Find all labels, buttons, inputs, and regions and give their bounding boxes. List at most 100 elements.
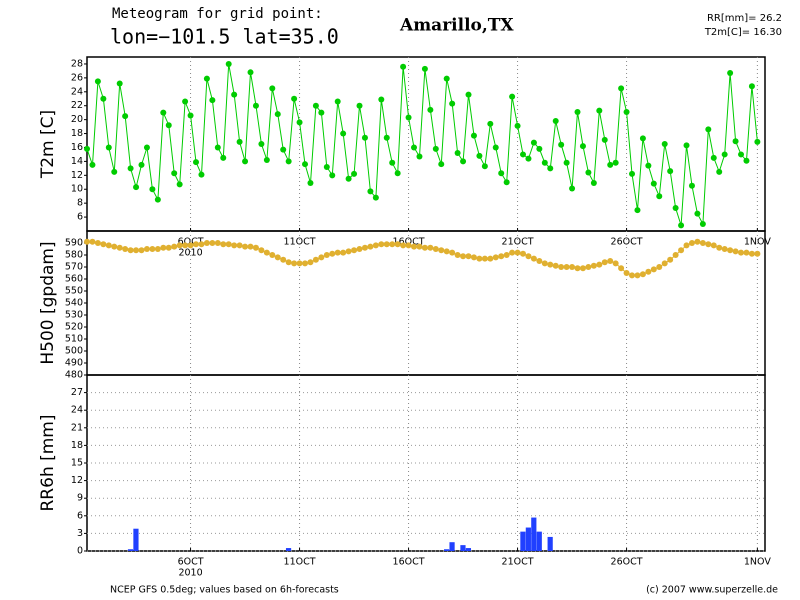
data-point xyxy=(465,91,472,98)
y-axis-label: H500 [gpdam] xyxy=(38,241,58,364)
bar xyxy=(531,517,537,551)
data-point xyxy=(258,141,265,147)
data-point xyxy=(683,242,690,249)
data-point xyxy=(220,241,227,248)
data-point xyxy=(182,242,189,249)
bar xyxy=(520,531,526,551)
data-point xyxy=(171,243,178,250)
y-tick-label: 15 xyxy=(71,458,83,469)
data-point xyxy=(470,132,477,139)
data-point xyxy=(111,168,118,175)
data-point xyxy=(356,102,363,109)
data-point xyxy=(176,181,183,188)
data-point xyxy=(416,153,423,160)
data-point xyxy=(661,141,668,147)
data-point xyxy=(732,248,739,255)
bar xyxy=(525,527,531,551)
data-point xyxy=(203,240,210,246)
data-point xyxy=(193,159,200,166)
data-point xyxy=(203,75,210,82)
data-point xyxy=(84,238,90,245)
data-point xyxy=(291,260,298,267)
data-point xyxy=(334,98,341,105)
data-point xyxy=(176,242,183,249)
data-point xyxy=(323,252,330,258)
x-tick-label: 21OCT xyxy=(502,557,534,568)
data-point xyxy=(672,252,679,258)
data-point xyxy=(579,265,586,272)
bar xyxy=(536,531,542,551)
data-point xyxy=(383,134,390,141)
data-point xyxy=(356,246,363,252)
data-point xyxy=(84,145,90,152)
data-point xyxy=(618,265,625,272)
data-point xyxy=(302,260,309,267)
data-point xyxy=(514,249,521,256)
data-point xyxy=(590,179,597,186)
data-point xyxy=(247,243,254,250)
y-tick-label: 9 xyxy=(77,493,83,504)
data-point xyxy=(285,259,292,266)
data-point xyxy=(530,139,537,146)
data-point xyxy=(100,95,107,102)
bar xyxy=(460,545,466,551)
data-point xyxy=(302,161,309,168)
data-point xyxy=(351,170,358,177)
data-point xyxy=(503,252,510,258)
data-point xyxy=(509,249,516,256)
data-point xyxy=(122,246,129,252)
data-point xyxy=(280,256,287,263)
data-point xyxy=(171,170,178,177)
data-point xyxy=(503,179,510,186)
data-point xyxy=(100,241,107,248)
data-point xyxy=(378,241,385,248)
data-point xyxy=(481,163,488,170)
y-tick-label: 10 xyxy=(71,184,83,195)
data-point xyxy=(449,249,456,256)
data-point xyxy=(645,268,652,275)
y-tick-label: 3 xyxy=(77,528,83,539)
data-point xyxy=(536,258,543,264)
data-point xyxy=(361,134,368,141)
t2m-current: T2m[C]= 16.30 xyxy=(704,27,782,38)
data-point xyxy=(138,161,145,168)
data-point xyxy=(738,249,745,256)
data-point xyxy=(634,207,641,214)
data-point xyxy=(699,221,706,228)
data-point xyxy=(149,186,156,193)
data-point xyxy=(618,85,625,92)
data-point xyxy=(361,244,368,251)
data-point xyxy=(481,255,488,262)
data-point xyxy=(558,141,565,148)
data-point xyxy=(127,247,134,254)
footer-credit: (c) 2007 www.superzelle.de xyxy=(646,585,778,596)
data-point xyxy=(738,151,745,158)
data-point xyxy=(225,60,232,67)
data-point xyxy=(274,111,281,118)
data-point xyxy=(525,155,532,162)
data-point xyxy=(694,210,701,217)
data-point xyxy=(705,241,712,248)
data-point xyxy=(105,144,112,151)
data-point xyxy=(443,248,450,255)
x-tick-label: 1NOV xyxy=(744,237,771,248)
data-point xyxy=(541,159,548,166)
data-point xyxy=(645,162,652,169)
data-point xyxy=(743,249,750,256)
data-point xyxy=(214,240,221,246)
data-point xyxy=(509,93,516,100)
y-tick-label: 18 xyxy=(71,440,83,451)
y-tick-label: 6 xyxy=(77,212,83,223)
y-tick-label: 570 xyxy=(65,262,83,273)
data-point xyxy=(416,243,423,250)
data-point xyxy=(530,255,537,262)
data-point xyxy=(476,255,483,262)
data-point xyxy=(252,244,259,251)
data-point xyxy=(683,142,690,149)
data-point xyxy=(329,250,336,257)
data-point xyxy=(438,161,445,168)
data-point xyxy=(634,272,641,279)
data-point xyxy=(661,260,668,267)
data-point xyxy=(258,247,265,254)
data-point xyxy=(574,108,581,115)
